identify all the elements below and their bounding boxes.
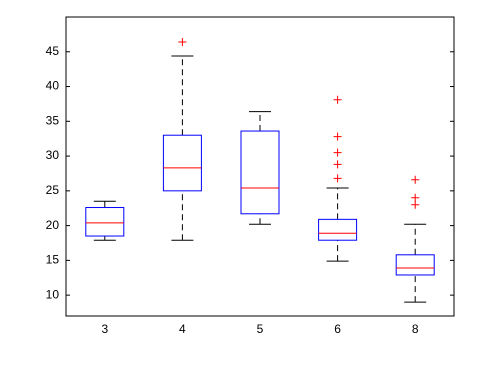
- outlier: [333, 132, 342, 141]
- outlier: [411, 200, 420, 209]
- y-tick-label: 35: [46, 113, 60, 127]
- x-tick-label: 6: [334, 322, 341, 336]
- outlier: [333, 160, 342, 169]
- outlier: [333, 148, 342, 157]
- outlier: [333, 174, 342, 183]
- y-tick-label: 25: [46, 183, 60, 197]
- outlier: [333, 95, 342, 104]
- outlier: [411, 193, 420, 202]
- x-tick-label: 8: [412, 322, 419, 336]
- x-tick-label: 3: [101, 322, 108, 336]
- y-tick-label: 15: [46, 253, 60, 267]
- outlier: [178, 38, 187, 47]
- y-tick-label: 40: [46, 79, 60, 93]
- x-tick-label: 5: [257, 322, 264, 336]
- plot-area: [65, 16, 455, 317]
- box: [318, 218, 358, 241]
- y-tick-label: 20: [46, 218, 60, 232]
- box: [240, 130, 280, 215]
- box: [85, 207, 125, 237]
- x-tick-label: 4: [179, 322, 186, 336]
- outlier: [411, 175, 420, 184]
- box: [395, 254, 435, 276]
- y-tick-label: 30: [46, 148, 60, 162]
- box: [162, 134, 202, 192]
- y-tick-label: 10: [46, 287, 60, 301]
- y-tick-label: 45: [46, 44, 60, 58]
